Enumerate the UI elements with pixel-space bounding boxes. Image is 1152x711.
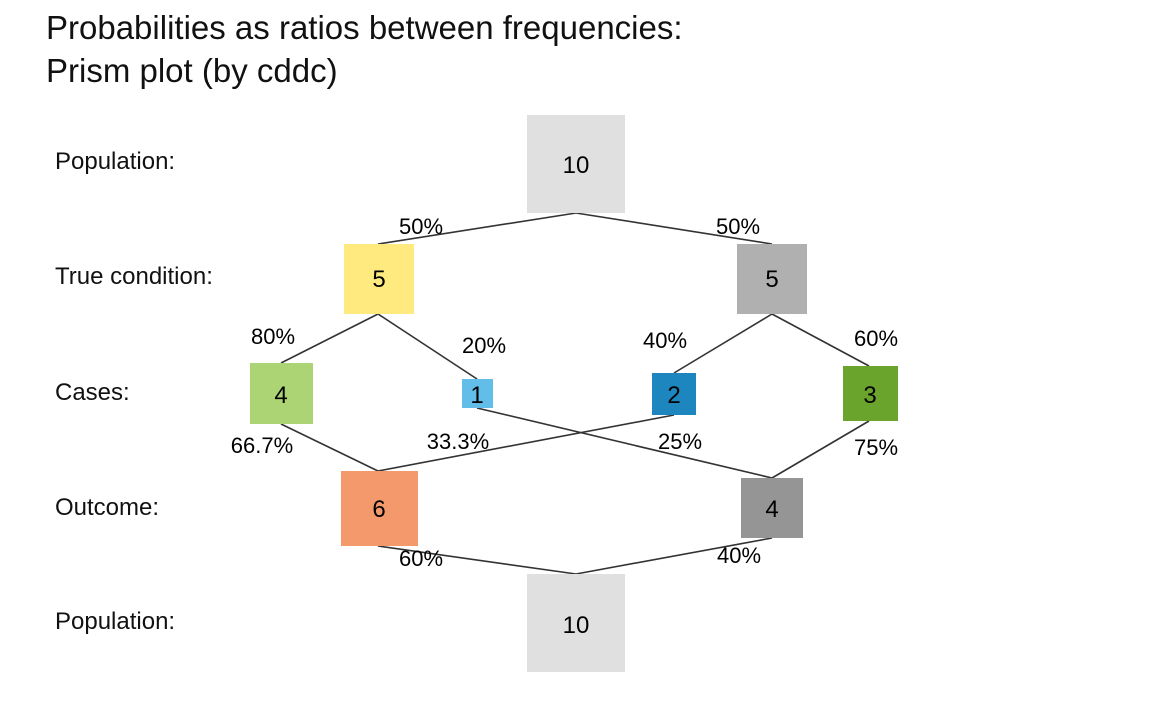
edge-pop-cond-false [575,212,773,245]
edge-dec-neg-pop [575,537,773,575]
edge-fa-dec-pos [377,414,675,472]
node-cr-value: 3 [863,382,876,409]
prob-sens: 80% [251,324,295,349]
node-dec-neg-value: 4 [765,496,778,523]
node-cond-false-value: 5 [765,266,778,293]
node-cond-true: 5 [344,244,414,314]
edge-cr-dec-neg [771,420,870,479]
probability-labels: 50% 50% 80% 20% 40% 60% 66.7% 33.3% 25% … [231,214,898,571]
node-population-bottom-value: 10 [563,612,590,639]
edge-dec-pos-pop [377,545,577,575]
prob-prev: 50% [399,214,443,239]
prob-mirt: 20% [462,333,506,358]
title-line-1: Probabilities as ratios between frequenc… [46,9,683,46]
prob-prev-complement: 50% [716,214,760,239]
node-population-top: 10 [527,115,625,213]
node-mi-box [462,379,493,408]
prob-fart: 40% [643,328,687,353]
node-dec-pos-value: 6 [372,496,385,523]
prob-npod: 40% [717,543,761,568]
node-hi-value: 4 [274,382,287,409]
node-mi-value: 1 [470,382,483,409]
node-fa: 2 [652,373,696,415]
node-cr-box [843,366,898,421]
prob-spec: 60% [854,326,898,351]
edges [280,212,870,575]
node-cond-true-box [344,244,414,314]
title-line-2: Prism plot (by cddc) [46,52,338,89]
edge-cond-true-mi [377,313,478,380]
row-label-outcome: Outcome: [55,494,160,521]
row-label-cases: Cases: [55,379,130,406]
node-dec-neg-box [741,478,803,538]
node-hi-box [250,363,313,424]
edge-cond-false-cr [771,313,870,367]
node-dec-pos: 6 [341,471,418,546]
node-population-bottom: 10 [527,574,625,672]
edge-pop-cond-true [377,212,577,245]
node-population-top-box [527,115,625,213]
node-mi: 1 [462,379,493,409]
prob-ppv: 66.7% [231,433,293,458]
prob-npv: 75% [854,435,898,460]
node-cond-false: 5 [737,244,807,314]
node-dec-pos-box [341,471,418,546]
node-cond-false-box [737,244,807,314]
row-label-condition: True condition: [55,263,213,290]
row-label-population-top: Population: [55,148,176,175]
prob-fdr: 33.3% [427,429,489,454]
node-hi: 4 [250,363,313,424]
node-population-bottom-box [527,574,625,672]
edge-mi-dec-neg [476,407,773,479]
node-fa-value: 2 [667,382,680,409]
node-dec-neg: 4 [741,478,803,538]
prob-for: 25% [658,429,702,454]
node-population-top-value: 10 [563,152,590,179]
edge-cond-true-hi [280,313,379,364]
node-cond-true-value: 5 [372,266,385,293]
diagram-title: Probabilities as ratios between frequenc… [46,6,683,92]
prob-ppod: 60% [399,546,443,571]
node-fa-box [652,373,696,415]
edge-cond-false-fa [673,313,773,374]
node-cr: 3 [843,366,898,421]
row-label-population-bottom: Population: [55,608,176,635]
edge-hi-dec-pos [280,423,379,472]
